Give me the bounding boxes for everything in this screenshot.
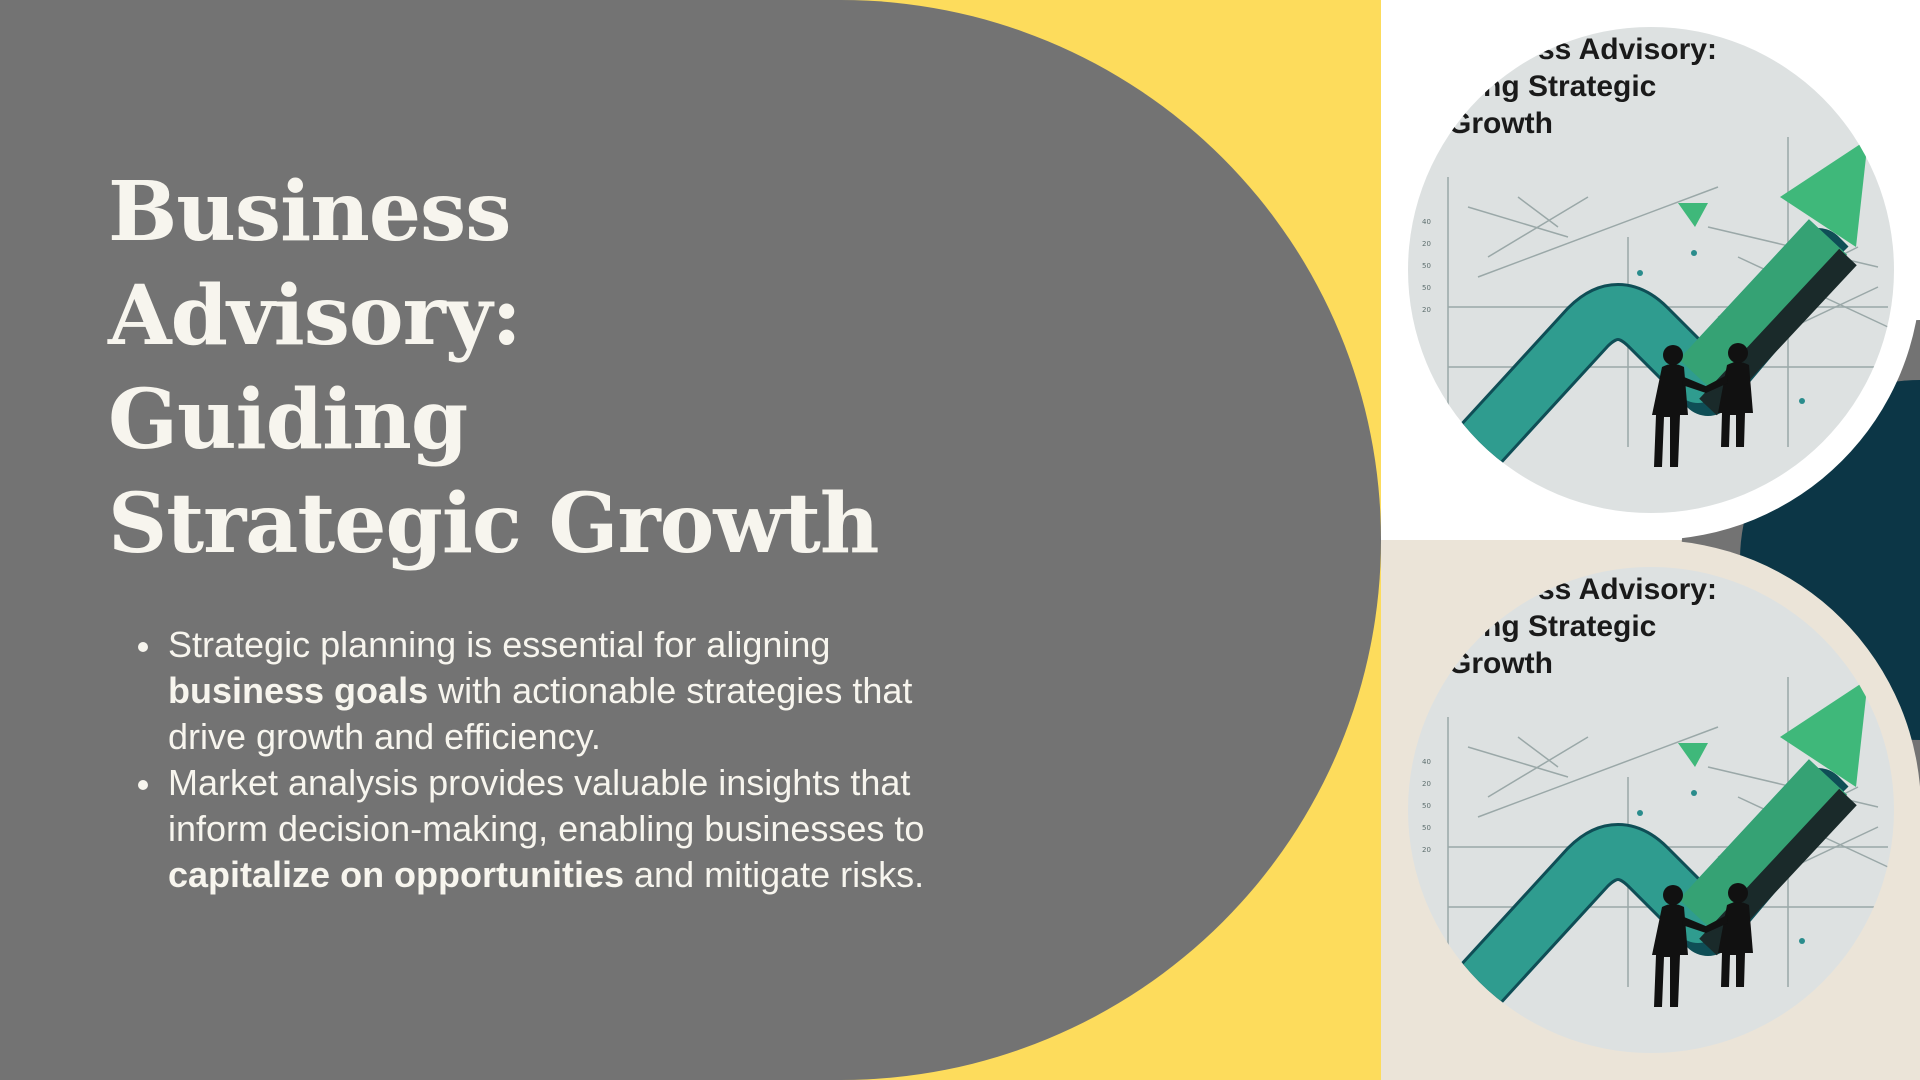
bullet-text: with actionable strategies that drive gr… <box>168 670 913 757</box>
bullet-item: Strategic planning is essential for alig… <box>138 622 958 760</box>
caption-line: Growth <box>1448 647 1553 680</box>
svg-text:20: 20 <box>1422 240 1431 248</box>
title-line: Guiding <box>108 372 468 468</box>
image-frame-top: 40 20 50 50 20 <box>1381 0 1920 540</box>
bullet-text: and mitigate risks. <box>624 854 925 895</box>
svg-text:20: 20 <box>1422 780 1431 788</box>
title-line: Strategic Growth <box>108 476 879 572</box>
image-caption: ss Advisory: iding Strategic Growth <box>1448 31 1717 142</box>
bullet-item: Market analysis provides valuable insigh… <box>138 760 958 898</box>
slide-title: Business Advisory: Guiding Strategic Gro… <box>108 160 928 576</box>
svg-text:20: 20 <box>1422 846 1431 854</box>
content-panel <box>0 0 1381 1080</box>
caption-line: iding Strategic <box>1448 610 1657 643</box>
handshake-silhouette-icon <box>1652 343 1753 467</box>
bullet-emphasis: capitalize on opportunities <box>168 854 625 895</box>
svg-text:50: 50 <box>1422 284 1431 292</box>
bullet-list: Strategic planning is essential for alig… <box>108 622 958 898</box>
growth-illustration: 40 20 50 50 20 <box>1408 27 1894 513</box>
svg-text:50: 50 <box>1422 802 1431 810</box>
growth-illustration: 40 20 50 50 20 <box>1408 567 1894 1053</box>
title-line: Advisory: <box>108 268 522 364</box>
handshake-silhouette-icon <box>1652 883 1753 1007</box>
growth-arrow-icon: 40 20 50 50 20 <box>1422 677 1889 1007</box>
bullet-emphasis: business goals <box>168 670 429 711</box>
caption-line: Growth <box>1448 107 1553 140</box>
svg-text:50: 50 <box>1422 262 1431 270</box>
image-frame-bottom: 40 20 50 50 20 <box>1381 540 1920 1080</box>
caption-line: ss Advisory: <box>1538 33 1717 66</box>
bullet-text: Market analysis provides valuable insigh… <box>168 762 925 849</box>
svg-text:40: 40 <box>1422 218 1431 226</box>
image-caption: ss Advisory: iding Strategic Growth <box>1448 571 1717 682</box>
svg-text:20: 20 <box>1422 306 1431 314</box>
svg-text:50: 50 <box>1422 824 1431 832</box>
caption-line: iding Strategic <box>1448 70 1657 103</box>
bullet-text: Strategic planning is essential for alig… <box>168 624 831 665</box>
caption-line: ss Advisory: <box>1538 573 1717 606</box>
svg-text:40: 40 <box>1422 758 1431 766</box>
growth-arrow-icon: 40 20 50 50 20 <box>1422 137 1889 467</box>
text-content: Business Advisory: Guiding Strategic Gro… <box>108 160 928 898</box>
title-line: Business <box>108 164 511 260</box>
